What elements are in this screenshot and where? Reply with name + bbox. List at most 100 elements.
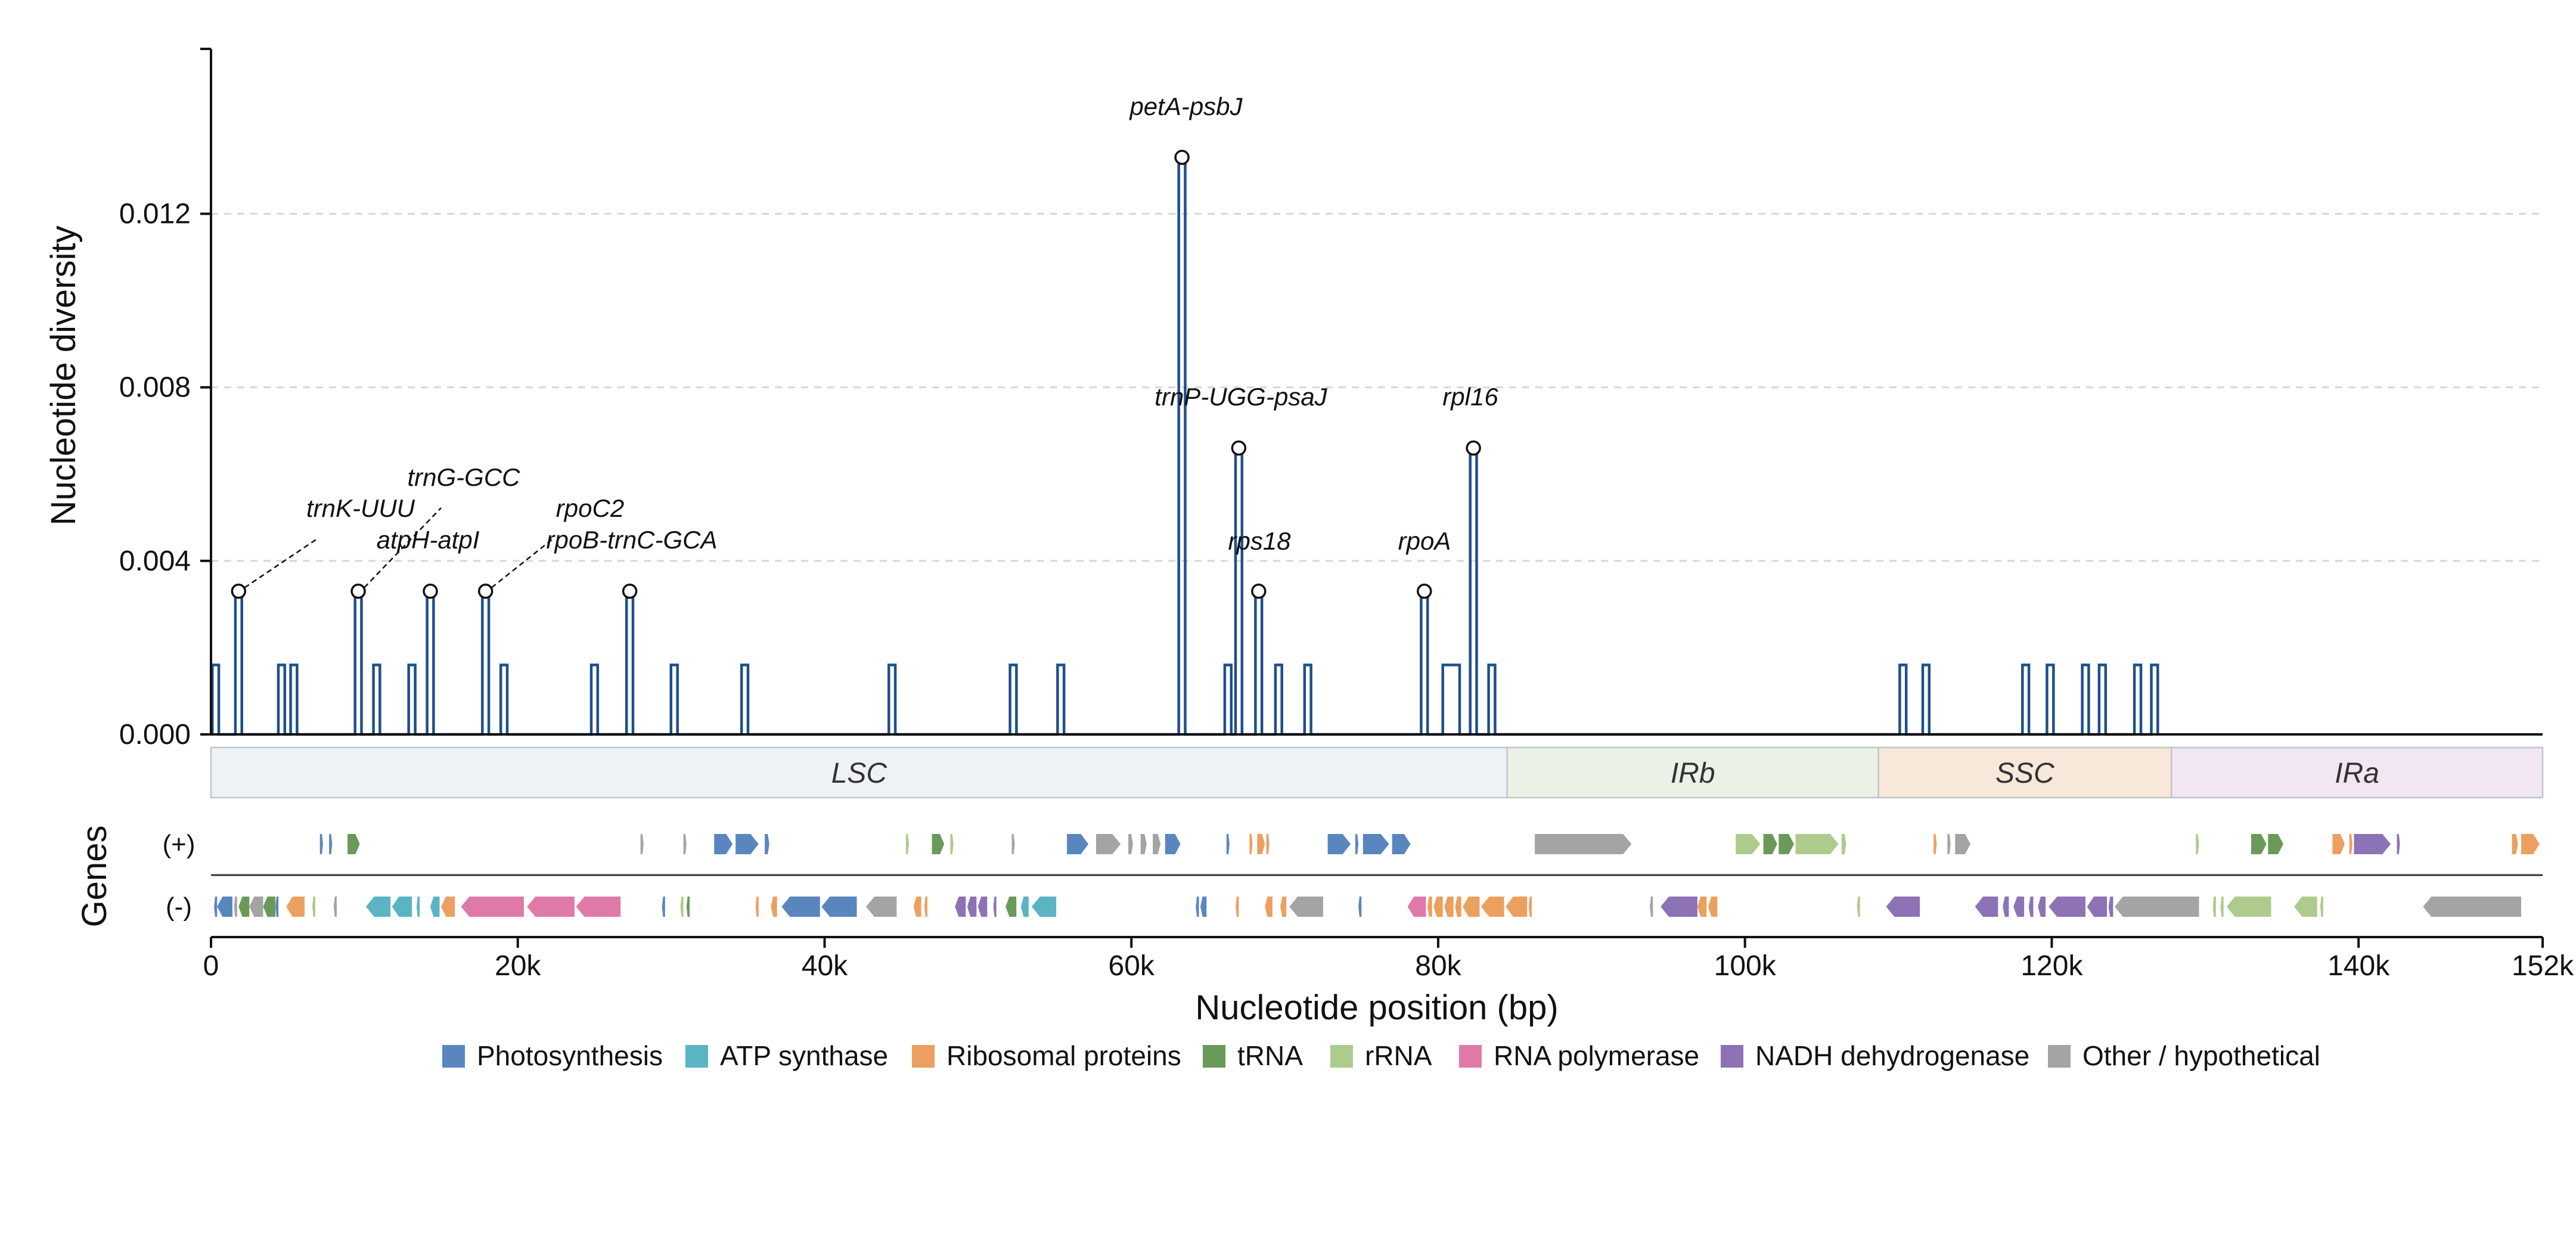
x-tick-label: 120k bbox=[2021, 950, 2083, 982]
gene-arrow bbox=[214, 897, 218, 917]
gene-arrow bbox=[217, 897, 232, 917]
gene-arrow bbox=[1358, 897, 1362, 917]
gene-arrow bbox=[1444, 897, 1454, 917]
gene-arrow bbox=[527, 897, 575, 917]
axes: 0.000 0.004 0.008 0.012 0 20k 40k 60k 80k 100k 120… bbox=[119, 48, 2574, 982]
plus-strand-label: (+) bbox=[163, 830, 195, 859]
peak-marker bbox=[423, 584, 438, 599]
gene-arrow bbox=[2003, 897, 2009, 917]
gene-arrow bbox=[993, 897, 997, 917]
gene-arrow bbox=[1249, 834, 1253, 854]
diversity-series bbox=[211, 156, 2159, 736]
label-leader-line bbox=[491, 537, 555, 588]
legend-swatch bbox=[2048, 1045, 2071, 1068]
region-ira bbox=[2170, 746, 2544, 799]
gene-arrow bbox=[1289, 897, 1323, 917]
gene-arrow bbox=[2397, 834, 2400, 854]
region-irb bbox=[1506, 746, 1879, 799]
gene-arrow bbox=[1736, 834, 1761, 854]
gene-arrow bbox=[1011, 834, 1015, 854]
gene-arrow bbox=[2332, 834, 2345, 854]
gene-arrow bbox=[1096, 834, 1121, 854]
gene-arrow bbox=[1266, 834, 1270, 854]
gene-arrow bbox=[683, 834, 687, 854]
gene-arrow bbox=[1031, 897, 1057, 917]
gene-arrow bbox=[430, 897, 440, 917]
gene-arrow bbox=[1020, 897, 1029, 917]
legend-label: Other / hypothetical bbox=[2082, 1040, 2320, 1071]
region-lsc bbox=[210, 746, 1509, 799]
gene-arrow bbox=[333, 897, 337, 917]
x-tick-label: 140k bbox=[2327, 950, 2390, 982]
gene-arrow bbox=[924, 897, 927, 917]
gene-arrow bbox=[1661, 897, 1697, 917]
gene-arrow bbox=[1257, 834, 1265, 854]
gene-arrow bbox=[2114, 897, 2199, 917]
peak-marker bbox=[1466, 440, 1481, 456]
peak-label: rpoB-trnC-GCA bbox=[546, 526, 717, 554]
gene-arrow bbox=[2038, 897, 2046, 917]
minus-strand-label: (-) bbox=[166, 892, 192, 922]
legend-label: RNA polymerase bbox=[1494, 1040, 1699, 1071]
peak-marker bbox=[477, 584, 494, 599]
label-leader-line bbox=[244, 536, 319, 588]
gene-arrow bbox=[1795, 834, 1839, 854]
gene-arrow bbox=[1280, 897, 1287, 917]
gene-arrow bbox=[781, 897, 820, 917]
gene-arrow bbox=[1535, 834, 1632, 854]
gene-arrow bbox=[1779, 834, 1794, 854]
gene-arrow bbox=[2521, 834, 2540, 854]
gene-arrow bbox=[1481, 897, 1504, 917]
gene-arrow bbox=[441, 897, 455, 917]
y-tick-label: 0.004 bbox=[119, 545, 191, 577]
gene-arrow bbox=[576, 897, 621, 917]
gene-arrow bbox=[275, 897, 279, 917]
gene-arrow bbox=[640, 834, 644, 854]
region-label: IRb bbox=[1671, 758, 1715, 789]
gene-arrow bbox=[416, 897, 420, 917]
gene-arrow bbox=[955, 897, 966, 917]
legend-swatch bbox=[1203, 1045, 1225, 1068]
gene-arrow bbox=[950, 834, 954, 854]
gene-arrow bbox=[714, 834, 733, 854]
gene-arrow bbox=[680, 897, 684, 917]
gene-tracks: (+) (-) bbox=[163, 830, 2543, 922]
legend-swatch bbox=[1459, 1045, 1482, 1068]
x-tick-label: 40k bbox=[802, 950, 848, 982]
peak-marker bbox=[231, 584, 247, 599]
legend-label: Ribosomal proteins bbox=[946, 1040, 1181, 1071]
region-label: LSC bbox=[831, 758, 887, 789]
peak-label: trnP-UGG-psaJ bbox=[1154, 383, 1327, 411]
gene-arrow bbox=[238, 897, 250, 917]
gene-arrow bbox=[1355, 834, 1359, 854]
gene-arrow bbox=[1857, 897, 1860, 917]
gene-arrow bbox=[771, 897, 777, 917]
legend-label: rRNA bbox=[1365, 1040, 1432, 1071]
gene-arrow bbox=[686, 897, 690, 917]
gene-arrow bbox=[1528, 897, 1532, 917]
diversity-line bbox=[211, 156, 2159, 736]
gene-arrow bbox=[1708, 897, 1718, 917]
peak-label: rps18 bbox=[1228, 527, 1291, 555]
gene-arrow bbox=[2320, 897, 2323, 917]
gene-arrow bbox=[234, 897, 237, 917]
gene-arrow bbox=[1327, 834, 1351, 854]
region-label: IRa bbox=[2335, 758, 2379, 789]
gene-arrow bbox=[1427, 897, 1432, 917]
x-tick-label: 60k bbox=[1109, 950, 1155, 982]
gene-arrow bbox=[319, 834, 323, 854]
gene-arrow bbox=[1226, 834, 1230, 854]
legend-swatch bbox=[685, 1045, 708, 1068]
gene-arrow bbox=[2087, 897, 2108, 917]
gene-arrow bbox=[977, 897, 988, 917]
legend: Photosynthesis ATP synthase Ribosomal prot… bbox=[442, 1040, 2320, 1071]
gene-arrow bbox=[1392, 834, 1411, 854]
legend-label: tRNA bbox=[1237, 1040, 1303, 1071]
peak-label: trnG-GCC bbox=[408, 463, 521, 491]
gene-arrow bbox=[866, 897, 897, 917]
gene-arrow bbox=[913, 897, 921, 917]
gene-arrow bbox=[1886, 897, 1920, 917]
legend-swatch bbox=[442, 1045, 465, 1068]
peak-marker bbox=[1231, 440, 1247, 456]
